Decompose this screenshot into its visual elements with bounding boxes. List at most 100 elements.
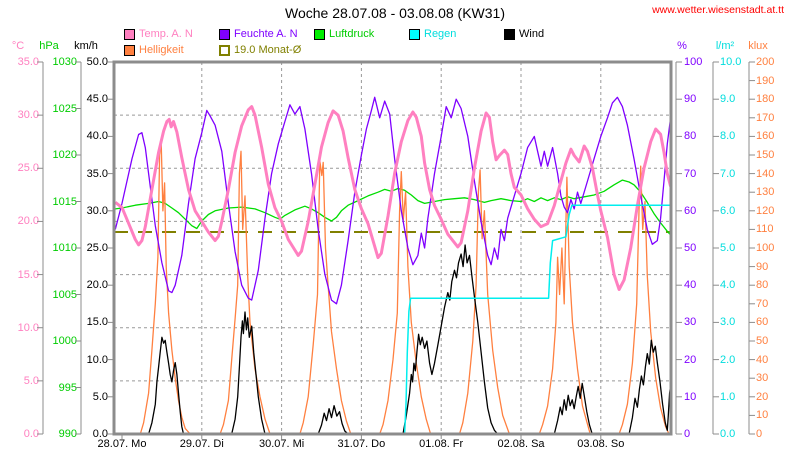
y-tick-label: 990 [58, 428, 77, 440]
y-tick-label: 35.0 [86, 167, 108, 180]
y-tick-label: 160 [756, 130, 775, 143]
y-tick-label: 110 [756, 223, 774, 236]
y-tick-label: 50 [684, 242, 697, 254]
legend-swatch [219, 45, 230, 56]
legend-swatch [409, 29, 420, 40]
y-tick-label: 90 [756, 260, 769, 273]
y-tick-label: 25.0 [17, 162, 39, 175]
y-tick-label: 10 [756, 409, 769, 422]
y-tick-label: 100 [684, 56, 703, 68]
y-tick-label: 10 [684, 390, 697, 403]
y-tick-label: 20 [684, 353, 697, 366]
unit-label-1: hPa [39, 40, 59, 52]
y-tick-label: 25.0 [86, 242, 108, 254]
y-tick-label: 1025 [52, 102, 77, 115]
y-tick-label: 30 [684, 316, 697, 329]
x-tick-label: 30.07. Mi [258, 438, 305, 450]
y-tick-label: 1030 [52, 56, 77, 68]
y-tick-label: 4.0 [720, 279, 736, 292]
y-tick-label: 5.0 [23, 374, 39, 387]
x-tick-label: 31.07. Do [337, 438, 386, 450]
series-wind [115, 244, 671, 434]
y-tick-label: 0.0 [92, 428, 108, 440]
y-tick-label: 80 [756, 279, 769, 292]
y-tick-label: 20 [756, 390, 769, 403]
series-temp-a-n [114, 105, 671, 291]
y-tick-label: 5.0 [92, 390, 108, 403]
y-tick-label: 170 [756, 111, 775, 124]
y-tick-label: 180 [756, 93, 775, 106]
x-tick-label: 03.08. So [577, 438, 625, 450]
legend-label: Helligkeit [139, 44, 184, 56]
legend-swatch [124, 45, 135, 56]
series-feuchte-a-n [114, 96, 671, 305]
y-tick-label: 60 [756, 316, 769, 329]
chart-title: Woche 28.07.08 - 03.08.08 (KW31) [285, 5, 505, 21]
y-tick-label: 30.0 [17, 109, 39, 122]
y-tick-label: 20.0 [17, 215, 39, 228]
series-helligkeit [115, 141, 671, 434]
unit-label-4: l/m² [715, 40, 735, 52]
y-tick-label: 50.0 [86, 56, 108, 68]
y-tick-label: 30 [756, 372, 769, 385]
y-tick-label: 0.0 [23, 428, 39, 440]
y-tick-label: 15.0 [17, 268, 39, 281]
y-tick-label: 7.0 [720, 167, 736, 180]
y-tick-label: 130 [756, 186, 775, 199]
y-tick-label: 995 [58, 381, 77, 394]
unit-label-2: km/h [74, 40, 98, 52]
legend-label: Temp. A. N [139, 28, 193, 40]
unit-label-0: °C [11, 40, 25, 52]
y-tick-label: 15.0 [86, 316, 108, 329]
y-tick-label: 70 [684, 167, 697, 180]
plot-frame [112, 60, 673, 436]
y-tick-label: 120 [756, 204, 775, 217]
y-tick-label: 50 [756, 335, 769, 347]
y-tick-label: 20.0 [86, 279, 108, 292]
legend-swatch [219, 29, 230, 40]
y-tick-label: 3.0 [720, 316, 736, 329]
y-tick-label: 5.0 [720, 242, 736, 254]
legend-swatch [124, 29, 135, 40]
y-tick-label: 140 [756, 167, 775, 180]
y-tick-label: 1020 [52, 149, 77, 161]
y-tick-label: 40 [684, 279, 697, 292]
y-tick-label: 30.0 [86, 204, 108, 217]
y-tick-label: 10.0 [720, 56, 742, 68]
y-tick-label: 1.0 [720, 390, 736, 403]
y-tick-label: 40 [756, 353, 769, 366]
unit-label-3: % [677, 40, 687, 52]
legend-swatch [314, 29, 325, 40]
x-tick-label: 28.07. Mo [97, 438, 147, 450]
website-link[interactable]: www.wetter.wiesenstadt.at.tt [652, 4, 784, 16]
y-tick-label: 40.0 [86, 130, 108, 143]
y-tick-label: 0 [756, 428, 763, 440]
y-tick-label: 60 [684, 204, 697, 217]
y-tick-label: 150 [756, 149, 775, 161]
y-tick-label: 45.0 [86, 93, 108, 106]
y-tick-label: 0.0 [720, 428, 736, 440]
y-tick-label: 0 [684, 428, 691, 440]
legend-label: Regen [424, 28, 457, 40]
y-tick-label: 190 [756, 74, 775, 87]
y-tick-label: 6.0 [720, 204, 736, 217]
y-tick-label: 90 [684, 93, 697, 106]
y-tick-label: 70 [756, 297, 769, 310]
legend-label: Luftdruck [329, 28, 375, 40]
x-tick-label: 29.07. Di [179, 438, 224, 450]
y-tick-label: 1005 [52, 288, 77, 301]
legend-label: Feuchte A. N [234, 28, 298, 40]
y-tick-label: 1015 [52, 195, 77, 208]
y-tick-label: 35.0 [17, 56, 39, 68]
y-tick-label: 8.0 [720, 130, 736, 143]
y-tick-label: 200 [756, 56, 775, 68]
y-tick-label: 2.0 [720, 353, 736, 366]
x-tick-label: 02.08. Sa [497, 438, 545, 450]
y-tick-label: 1010 [52, 242, 77, 254]
y-tick-label: 80 [684, 130, 697, 143]
unit-label-5: klux [748, 40, 768, 52]
y-tick-label: 100 [756, 242, 775, 254]
legend-swatch [504, 29, 515, 40]
